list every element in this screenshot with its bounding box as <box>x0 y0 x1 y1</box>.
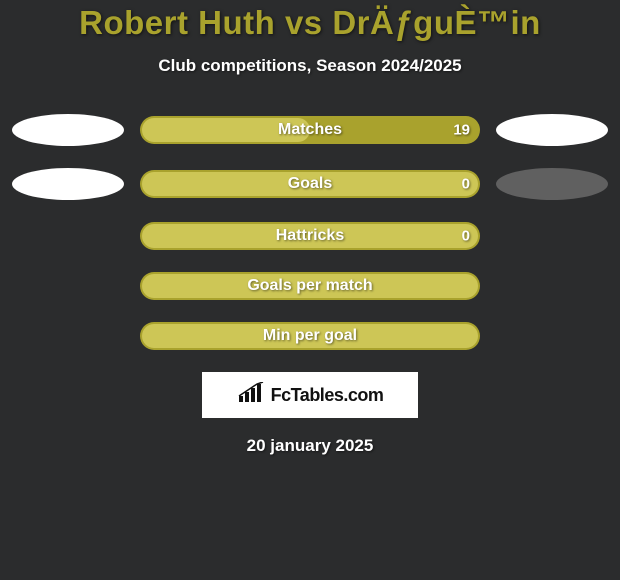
stat-row: Goals per match <box>0 272 620 300</box>
logo-box: FcTables.com <box>202 372 418 418</box>
logo-text: FcTables.com <box>271 385 384 406</box>
stat-row: Min per goal <box>0 322 620 350</box>
stat-label: Goals <box>288 175 332 193</box>
stat-bar: Goals 0 <box>140 170 480 198</box>
date-label: 20 january 2025 <box>0 436 620 456</box>
stat-bar: Min per goal <box>140 322 480 350</box>
page-title: Robert Huth vs DrÄƒguÈ™in <box>0 4 620 42</box>
stat-label: Goals per match <box>247 277 372 295</box>
stat-value-right: 19 <box>453 122 470 139</box>
side-left <box>8 168 128 200</box>
stat-label: Matches <box>278 121 342 139</box>
bar-chart-icon <box>237 382 265 409</box>
stat-row: Hattricks 0 <box>0 222 620 250</box>
side-left <box>8 114 128 146</box>
stat-row: Matches 19 <box>0 114 620 146</box>
avatar-ellipse-left <box>12 168 124 200</box>
side-right <box>492 168 612 200</box>
stat-value-right: 0 <box>462 228 470 245</box>
stat-bar: Matches 19 <box>140 116 480 144</box>
stat-bar: Goals per match <box>140 272 480 300</box>
subtitle: Club competitions, Season 2024/2025 <box>0 56 620 76</box>
avatar-ellipse-right <box>496 168 608 200</box>
avatar-ellipse-right <box>496 114 608 146</box>
avatar-ellipse-left <box>12 114 124 146</box>
stat-label: Hattricks <box>276 227 344 245</box>
side-right <box>492 114 612 146</box>
stat-row: Goals 0 <box>0 168 620 200</box>
stat-bar: Hattricks 0 <box>140 222 480 250</box>
stat-label: Min per goal <box>263 327 357 345</box>
stat-value-right: 0 <box>462 176 470 193</box>
